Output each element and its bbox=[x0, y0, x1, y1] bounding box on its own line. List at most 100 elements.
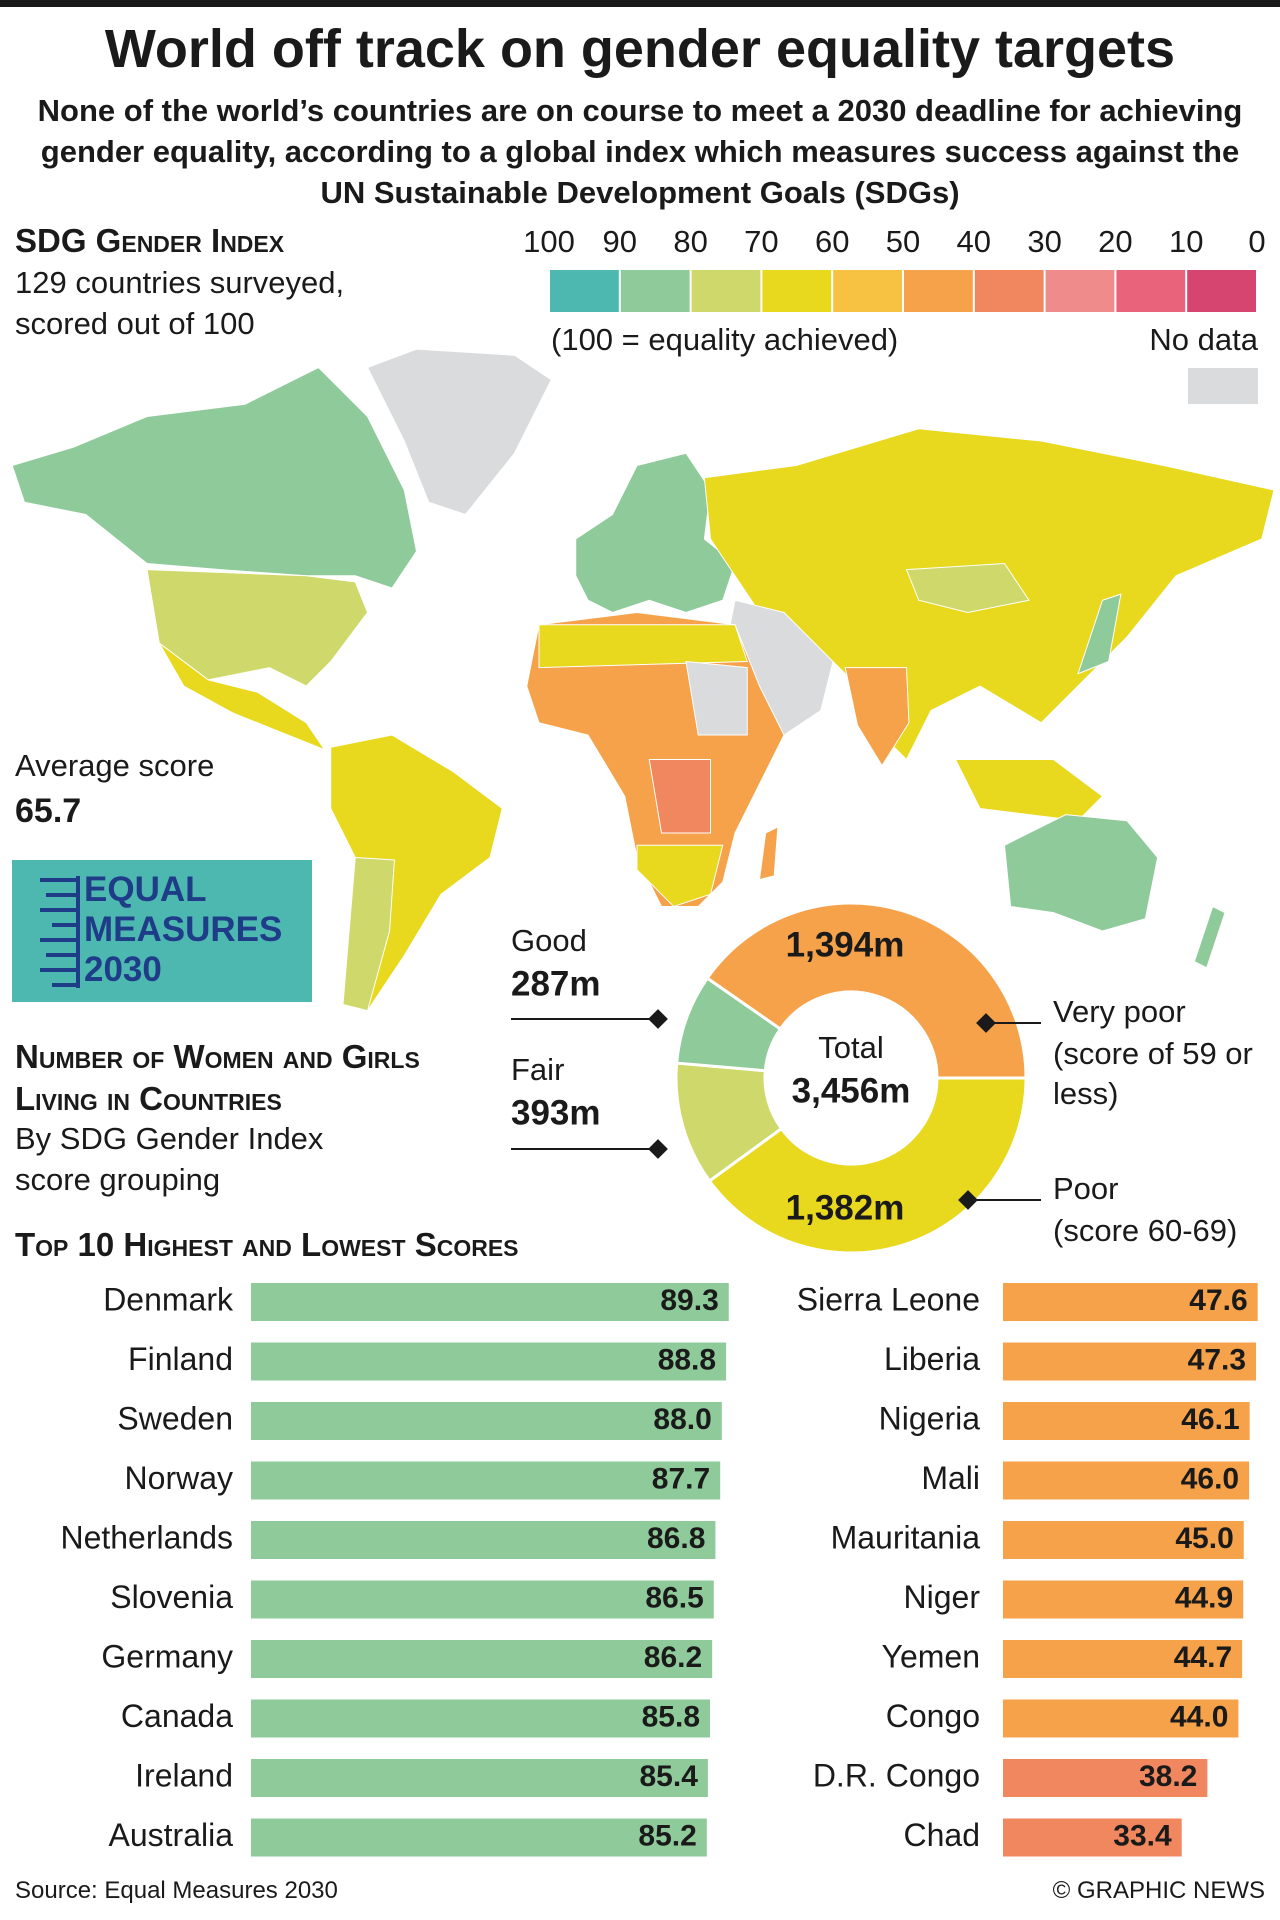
bar-category-label: Mauritania bbox=[831, 1519, 981, 1555]
bar-value-label: 88.0 bbox=[653, 1403, 711, 1436]
donut-category-label: Very poor bbox=[1053, 994, 1186, 1029]
bar-category-label: Mali bbox=[921, 1460, 980, 1496]
legend-swatch bbox=[1045, 270, 1115, 312]
donut-value-label: 1,382m bbox=[786, 1188, 905, 1227]
leader-diamond bbox=[648, 1009, 668, 1029]
average-value: 65.7 bbox=[15, 792, 82, 830]
legend-tick-label: 60 bbox=[815, 224, 849, 259]
bar bbox=[251, 1521, 716, 1559]
bar-value-label: 86.8 bbox=[647, 1522, 705, 1555]
bar-category-label: Liberia bbox=[884, 1341, 980, 1377]
bar-category-label: Sierra Leone bbox=[797, 1281, 980, 1317]
bar-value-label: 38.2 bbox=[1139, 1760, 1197, 1793]
donut-value-label: 1,394m bbox=[786, 925, 905, 964]
bar bbox=[1003, 1699, 1239, 1738]
logo-icon bbox=[40, 876, 80, 988]
credit: © GRAPHIC NEWS bbox=[1052, 1877, 1265, 1904]
bars-heading: Top 10 Highest and Lowest Scores bbox=[15, 1226, 519, 1263]
bar bbox=[251, 1283, 729, 1321]
logo-line: EQUAL bbox=[84, 870, 207, 909]
no-data-swatch bbox=[1188, 368, 1258, 404]
bar bbox=[251, 1402, 722, 1440]
top-rule bbox=[0, 0, 1280, 7]
bar-category-label: Finland bbox=[128, 1341, 233, 1377]
bar bbox=[1003, 1402, 1250, 1440]
bar bbox=[251, 1342, 727, 1381]
logo-line: 2030 bbox=[84, 950, 162, 989]
donut-category-note: (score of 59 or less) bbox=[1053, 1036, 1253, 1111]
bar-category-label: Slovenia bbox=[110, 1579, 233, 1615]
bar-value-label: 47.6 bbox=[1189, 1284, 1247, 1317]
index-note: 129 countries surveyed, scored out of 10… bbox=[15, 265, 345, 341]
bar-value-label: 46.1 bbox=[1181, 1403, 1239, 1436]
bar-value-label: 47.3 bbox=[1188, 1343, 1246, 1376]
bar-category-label: Norway bbox=[125, 1460, 233, 1496]
donut-category-label: Fair bbox=[511, 1052, 564, 1087]
source: Source: Equal Measures 2030 bbox=[15, 1877, 338, 1904]
logo-line: MEASURES bbox=[84, 910, 283, 949]
bar bbox=[1003, 1818, 1182, 1857]
average-label: Average score bbox=[15, 748, 215, 783]
donut-heading: Number of Women and Girls Living in Coun… bbox=[15, 1038, 420, 1117]
bar bbox=[1003, 1283, 1258, 1321]
bar-value-label: 86.2 bbox=[644, 1641, 702, 1674]
bar-category-label: Germany bbox=[101, 1638, 233, 1674]
subtitle: None of the world’s countries are on cou… bbox=[37, 93, 1243, 210]
bar-category-label: D.R. Congo bbox=[813, 1757, 980, 1793]
donut-category-note: (score 60-69) bbox=[1053, 1213, 1238, 1248]
bar bbox=[1003, 1342, 1257, 1381]
legend-tick-label: 10 bbox=[1169, 224, 1203, 259]
donut-segment bbox=[705, 901, 1028, 1080]
legend-tick-label: 30 bbox=[1027, 224, 1061, 259]
bar bbox=[251, 1818, 707, 1857]
leader-diamond bbox=[976, 1013, 996, 1033]
legend-tick-label: 100 bbox=[523, 224, 575, 259]
legend-tick-label: 0 bbox=[1248, 224, 1265, 259]
bar-value-label: 45.0 bbox=[1175, 1522, 1233, 1555]
bar bbox=[1003, 1640, 1243, 1678]
bar bbox=[251, 1640, 713, 1678]
leader-diamond bbox=[648, 1139, 668, 1159]
bar-value-label: 44.7 bbox=[1174, 1641, 1232, 1674]
legend-swatch bbox=[1116, 270, 1186, 312]
bar-value-label: 85.8 bbox=[642, 1700, 700, 1733]
bar-category-label: Netherlands bbox=[60, 1519, 233, 1555]
legend-swatch bbox=[762, 270, 832, 312]
leader-diamond bbox=[958, 1190, 978, 1210]
logo-text: EQUAL MEASURES 2030 bbox=[84, 870, 282, 990]
bar bbox=[1003, 1461, 1250, 1500]
donut-center-label: Total bbox=[818, 1030, 883, 1065]
bar-value-label: 85.4 bbox=[639, 1760, 698, 1793]
legend-tick-label: 40 bbox=[957, 224, 991, 259]
bar-value-label: 46.0 bbox=[1181, 1462, 1239, 1495]
bar bbox=[1003, 1521, 1244, 1559]
bar-category-label: Niger bbox=[904, 1579, 981, 1615]
bar-value-label: 86.5 bbox=[645, 1581, 703, 1614]
donut-subheading: By SDG Gender Index score grouping bbox=[15, 1121, 324, 1197]
bar-value-label: 87.7 bbox=[652, 1462, 710, 1495]
legend-swatch bbox=[904, 270, 973, 312]
bar-category-label: Australia bbox=[109, 1817, 234, 1853]
bar-category-label: Congo bbox=[886, 1698, 980, 1734]
bar-category-label: Denmark bbox=[103, 1281, 234, 1317]
legend-swatch bbox=[691, 270, 761, 312]
logo-box bbox=[12, 860, 312, 1002]
bar-category-label: Nigeria bbox=[879, 1400, 981, 1436]
bar-category-label: Canada bbox=[121, 1698, 233, 1734]
donut-category-label: Poor bbox=[1053, 1171, 1118, 1206]
bar bbox=[251, 1580, 714, 1619]
world-map bbox=[11, 348, 1275, 1012]
bar-value-label: 44.9 bbox=[1175, 1581, 1233, 1614]
bar-value-label: 89.3 bbox=[660, 1284, 718, 1317]
bar-value-label: 88.8 bbox=[658, 1343, 716, 1376]
legend-swatch bbox=[833, 270, 902, 312]
legend-tick-label: 50 bbox=[886, 224, 920, 259]
bar-value-label: 44.0 bbox=[1170, 1700, 1228, 1733]
bar bbox=[1003, 1759, 1208, 1797]
scale-note: (100 = equality achieved) bbox=[551, 322, 899, 357]
legend-tick-label: 70 bbox=[744, 224, 778, 259]
legend-swatch bbox=[974, 270, 1044, 312]
legend-swatch bbox=[550, 270, 619, 312]
bar bbox=[1003, 1580, 1244, 1619]
